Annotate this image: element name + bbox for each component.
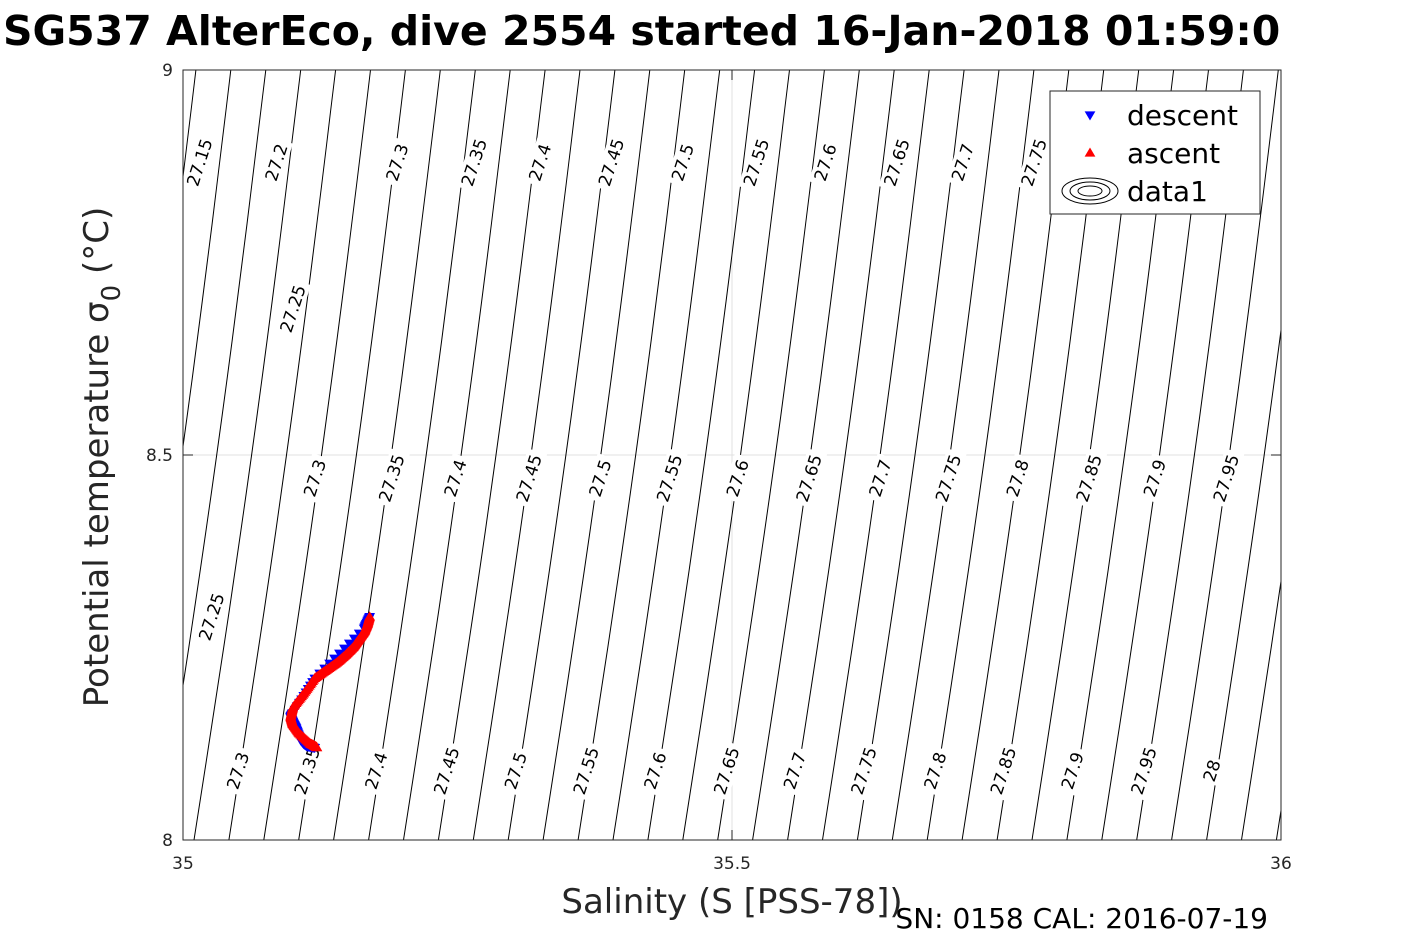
- contour-label-bg: [438, 453, 472, 504]
- contour-label-bg: [1070, 448, 1108, 508]
- isopycnal-line: [193, 70, 302, 840]
- contour-label-bg: [1125, 740, 1162, 801]
- contour-label-bg: [583, 453, 617, 504]
- legend-contour-ring: [1061, 177, 1119, 205]
- contour-label-bg: [1207, 448, 1245, 508]
- contour-label-bg: [985, 740, 1022, 801]
- y-axis-label-symbol: σ: [77, 301, 117, 323]
- legend-marker-descent: [1084, 111, 1096, 121]
- contour-label-bg: [1015, 132, 1053, 193]
- serial-calibration-footer: SN: 0158 CAL: 2016-07-19: [895, 902, 1268, 935]
- contour-label-bg: [373, 448, 410, 508]
- y-axis-label-subscript: 0: [97, 285, 127, 302]
- isopycnal-line: [1369, 32, 1417, 918]
- legend-label: descent: [1127, 99, 1238, 132]
- axes: 35 35.5 36 8 8.5 9: [146, 61, 1292, 874]
- y-axis-label-unit: (°C): [77, 207, 117, 285]
- contour-label-bg: [359, 745, 393, 796]
- y-axis-label-text: Potential temperature σ0 (°C): [77, 207, 127, 707]
- contour-label-bg: [499, 745, 533, 796]
- contour-label-bg: [380, 137, 414, 188]
- legend-marker-contour: [1061, 177, 1119, 205]
- contour-label-bg: [259, 137, 293, 188]
- ascent-series: [285, 611, 376, 752]
- contour-label: 28: [1198, 755, 1226, 787]
- contour-label-bg: [221, 745, 255, 796]
- chart-title: SG537 AlterEco, dive 2554 started 16-Jan…: [3, 7, 1280, 55]
- contour-label: 27.4: [523, 137, 557, 188]
- x-tick-label: 35: [172, 854, 194, 874]
- isopycnal-line: [183, 70, 267, 689]
- contour-label: 27.3: [221, 745, 255, 796]
- contour-label-bg: [298, 453, 332, 504]
- contour-label-bg: [593, 132, 630, 193]
- isopycnal-line: [1240, 577, 1281, 840]
- contour-label-bg: [510, 448, 548, 508]
- contour-label-bg: [181, 132, 218, 193]
- legend-label: data1: [1127, 175, 1208, 208]
- contour-label-bg: [777, 745, 812, 796]
- y-axis-label: Potential temperature σ0 (°C): [77, 207, 127, 707]
- contour-label-bg: [651, 448, 688, 508]
- y-tick-label: 8: [162, 831, 173, 851]
- contour-label-bg: [863, 453, 897, 504]
- y-tick-label: 8.5: [146, 446, 173, 466]
- isopycnal-line: [1334, 32, 1417, 918]
- contour-label: 27.8: [918, 745, 952, 796]
- data-series: [285, 611, 376, 754]
- contour-label-bg: [455, 132, 493, 193]
- x-tick-label: 35.5: [713, 854, 751, 874]
- contour-label-bg: [428, 740, 465, 801]
- contour-label-bg: [845, 740, 882, 801]
- legend-contour-ring: [1069, 181, 1111, 201]
- legend: descent ascent data1: [1049, 90, 1261, 215]
- contour-label-bg: [708, 740, 745, 801]
- isopycnal-line: [1404, 32, 1417, 918]
- contour-label-bg: [665, 137, 700, 188]
- contour-label-bg: [1055, 745, 1090, 796]
- y-axis-label-main: Potential temperature: [77, 323, 117, 707]
- contour-label-bg: [808, 137, 842, 188]
- contour-label-bg: [790, 448, 828, 508]
- contour-label: 27.4: [438, 453, 472, 504]
- contour-label-bg: [638, 745, 672, 796]
- isopycnal-line: [183, 70, 232, 450]
- y-tick-label: 9: [162, 61, 173, 81]
- isopycnal-line: [1275, 807, 1281, 840]
- contour-label-bg: [1198, 755, 1226, 787]
- contour-label-bg: [288, 740, 326, 801]
- contour-label-bg: [1000, 453, 1035, 504]
- contour-label-bg: [878, 132, 915, 193]
- legend-contour-ring: [1077, 185, 1103, 197]
- contour-label-bg: [274, 278, 311, 339]
- legend-marker-ascent: [1084, 147, 1096, 157]
- contour-label-bg: [1138, 453, 1172, 504]
- contour-label-bg: [193, 586, 230, 647]
- isopycnal-line: [1299, 32, 1417, 918]
- contour-label-bg: [930, 448, 967, 508]
- contour-label-bg: [945, 137, 980, 188]
- contour-label-bg: [738, 132, 775, 193]
- contour-label-bg: [567, 740, 605, 801]
- legend-label: ascent: [1127, 137, 1220, 170]
- contour-label-bg: [918, 745, 952, 796]
- ascent-point: [311, 742, 323, 752]
- x-tick-label: 36: [1270, 854, 1292, 874]
- contour-label-bg: [720, 453, 755, 504]
- x-axis-label: Salinity (S [PSS-78]): [561, 882, 902, 922]
- contour-label-bg: [523, 137, 557, 188]
- contour-label: 27.5: [583, 453, 617, 504]
